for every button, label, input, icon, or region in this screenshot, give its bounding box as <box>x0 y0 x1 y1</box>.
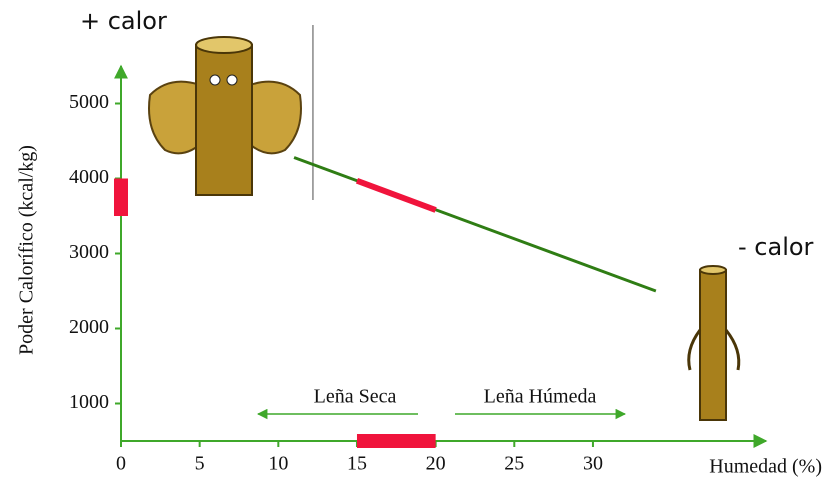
y-axis-title: Poder Calorífico (kcal/kg) <box>16 145 38 355</box>
y-band <box>114 178 128 216</box>
annotation: + calor <box>80 7 167 35</box>
x-tick-label: 10 <box>268 453 288 475</box>
y-tick-label: 3000 <box>69 241 109 263</box>
x-axis-title: Humedad (%) <box>709 456 822 478</box>
data-line <box>293 156 657 293</box>
x-tick-label: 15 <box>347 453 367 475</box>
annotation: Leña Seca <box>314 386 397 408</box>
x-tick-label: 30 <box>583 453 603 475</box>
x-band <box>356 434 436 448</box>
x-tick-label: 25 <box>504 453 524 475</box>
strong-log-illustration <box>148 36 302 196</box>
x-tick-label: 20 <box>426 453 446 475</box>
annotation: Leña Húmeda <box>484 386 597 408</box>
y-tick-label: 4000 <box>69 166 109 188</box>
y-tick-label: 1000 <box>69 391 109 413</box>
data-line <box>355 177 437 213</box>
x-tick-label: 5 <box>195 453 205 475</box>
x-tick-label: 0 <box>116 453 126 475</box>
y-tick-label: 2000 <box>69 316 109 338</box>
weak-log-illustration <box>687 265 741 421</box>
y-tick-label: 5000 <box>69 91 109 113</box>
annotation: - calor <box>738 233 814 261</box>
